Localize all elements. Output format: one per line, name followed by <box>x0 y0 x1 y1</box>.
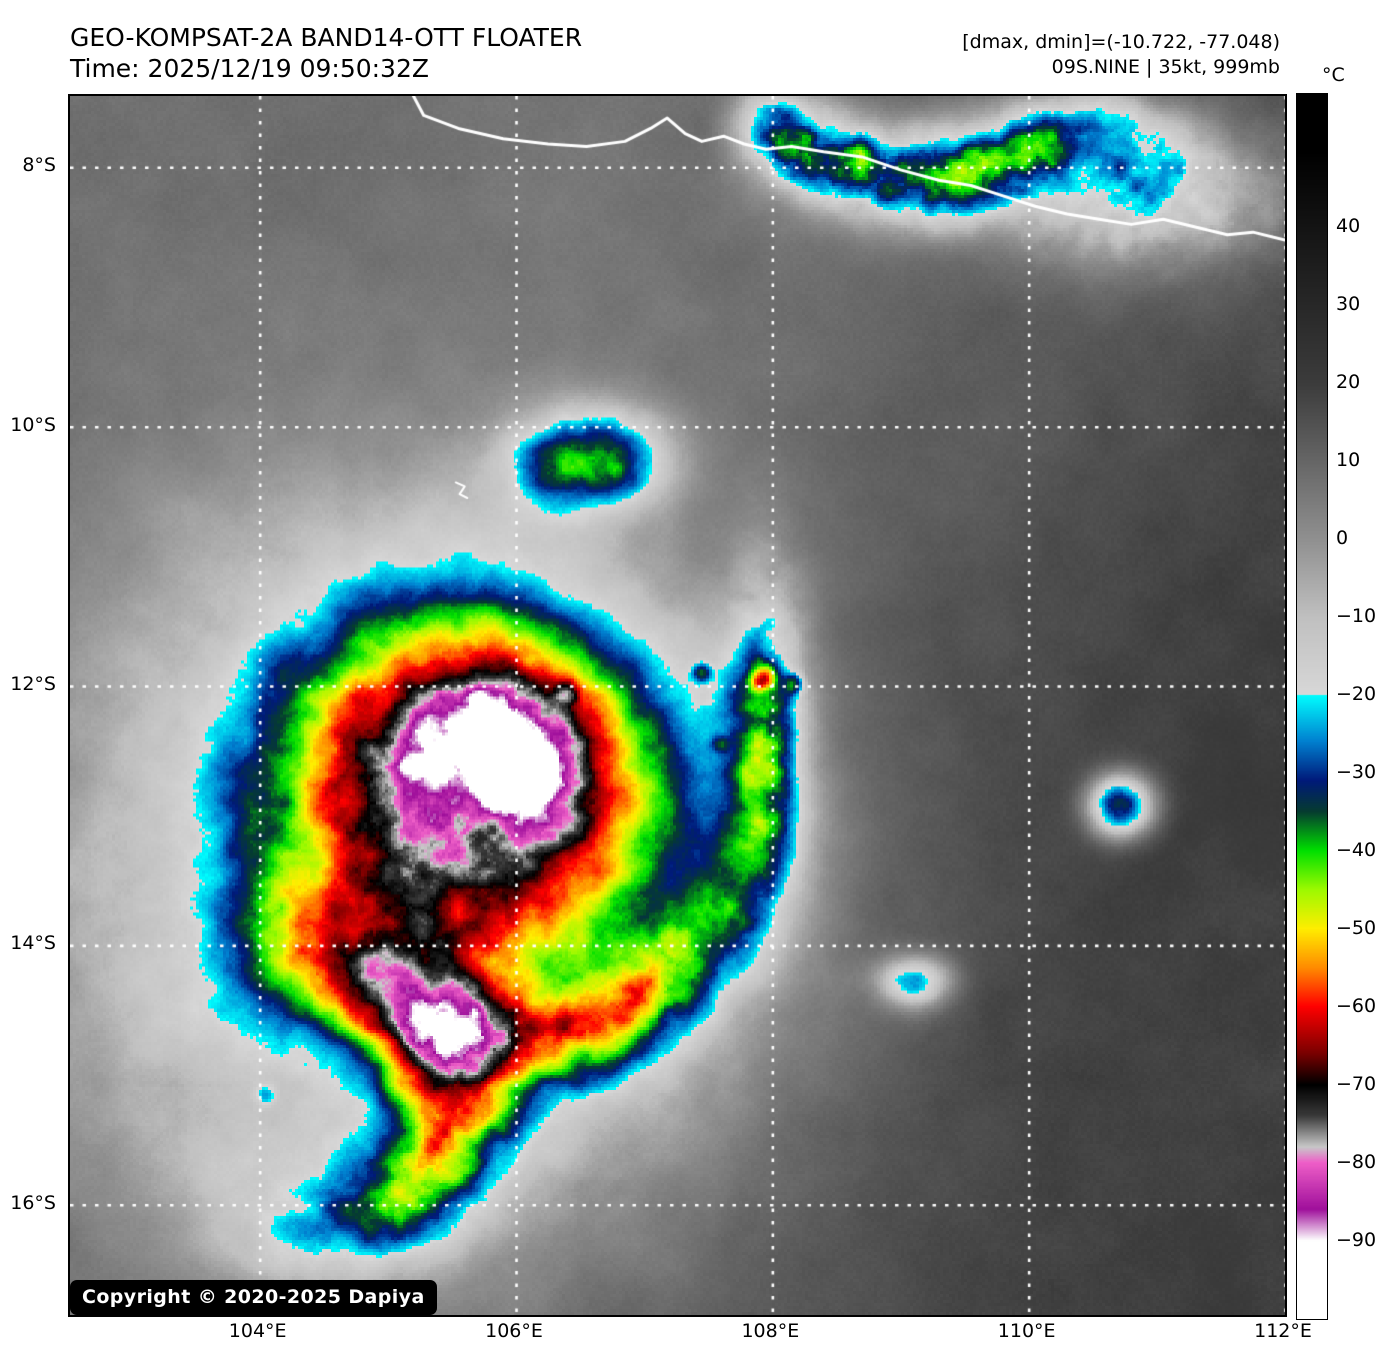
dmax-dmin-label: [dmax, dmin]=(-10.722, -77.048) <box>962 31 1280 53</box>
storm-info-label: 09S.NINE | 35kt, 999mb <box>1051 56 1280 78</box>
latitude-tick-label: 16°S <box>10 1191 56 1214</box>
colorbar-tick-label: 30 <box>1336 292 1361 315</box>
colorbar-unit-label: °C <box>1322 64 1345 86</box>
colorbar-tick-label: −50 <box>1336 916 1377 939</box>
colorbar-tick-label: 0 <box>1336 526 1349 549</box>
colorbar-tick-label: −60 <box>1336 994 1377 1017</box>
colorbar-tick-label: 10 <box>1336 448 1361 471</box>
colorbar-tick-label: −10 <box>1336 604 1377 627</box>
satellite-image-plot[interactable]: Copyright © 2020-2025 Dapiya <box>68 94 1287 1317</box>
copyright-watermark: Copyright © 2020-2025 Dapiya <box>70 1280 437 1315</box>
latitude-tick-label: 12°S <box>10 673 56 696</box>
metadata-block: [dmax, dmin]=(-10.722, -77.048) 09S.NINE… <box>962 30 1280 80</box>
colorbar-tick-label: −80 <box>1336 1150 1377 1173</box>
longitude-tick-label: 112°E <box>1254 1320 1312 1342</box>
colorbar-tick-label: −70 <box>1336 1072 1377 1095</box>
longitude-tick-label: 106°E <box>485 1320 543 1342</box>
colorbar-tick-label: −20 <box>1336 682 1377 705</box>
colorbar-tick-label: −90 <box>1336 1228 1377 1251</box>
gridlines-and-coastline-overlay <box>70 96 1285 1315</box>
timestamp-label: Time: 2025/12/19 09:50:32Z <box>70 54 429 83</box>
latitude-tick-label: 10°S <box>10 413 56 436</box>
latitude-tick-label: 14°S <box>10 932 56 955</box>
longitude-tick-label: 110°E <box>997 1320 1056 1342</box>
colorbar-tick-label: −30 <box>1336 760 1377 783</box>
latitude-tick-label: 8°S <box>22 154 56 177</box>
colorbar[interactable] <box>1296 93 1328 1320</box>
longitude-tick-label: 104°E <box>228 1320 287 1342</box>
page-title: GEO-KOMPSAT-2A BAND14-OTT FLOATER <box>70 23 583 52</box>
colorbar-tick-label: −40 <box>1336 838 1377 861</box>
colorbar-tick-label: 20 <box>1336 370 1361 393</box>
title-block: GEO-KOMPSAT-2A BAND14-OTT FLOATER Time: … <box>70 22 582 84</box>
colorbar-tick-label: 40 <box>1336 214 1361 237</box>
longitude-tick-label: 108°E <box>741 1320 800 1342</box>
colorbar-gradient <box>1297 94 1327 1319</box>
plot-inner: Copyright © 2020-2025 Dapiya <box>70 96 1285 1315</box>
